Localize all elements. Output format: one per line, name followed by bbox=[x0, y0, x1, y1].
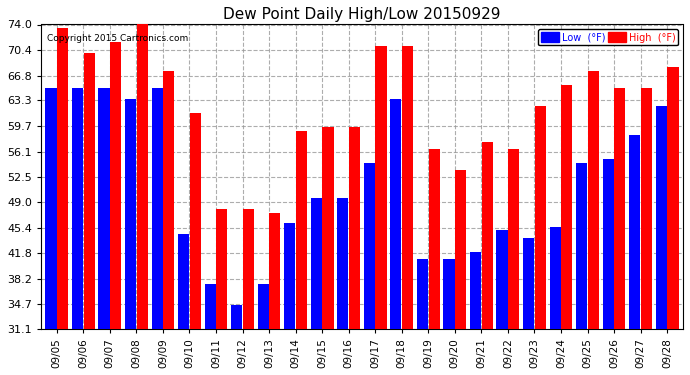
Bar bbox=[455, 170, 466, 329]
Bar bbox=[497, 231, 508, 329]
Bar bbox=[164, 70, 175, 329]
Bar bbox=[482, 142, 493, 329]
Legend: Low  (°F), High  (°F): Low (°F), High (°F) bbox=[538, 29, 678, 45]
Bar bbox=[99, 88, 110, 329]
Bar bbox=[561, 85, 573, 329]
Bar bbox=[470, 252, 481, 329]
Bar bbox=[614, 88, 625, 329]
Bar bbox=[204, 284, 216, 329]
Bar bbox=[576, 163, 587, 329]
Bar bbox=[602, 159, 614, 329]
Bar bbox=[72, 88, 83, 329]
Bar bbox=[269, 213, 280, 329]
Bar bbox=[178, 234, 189, 329]
Bar bbox=[310, 198, 322, 329]
Bar bbox=[125, 99, 136, 329]
Bar bbox=[641, 88, 652, 329]
Bar bbox=[231, 305, 242, 329]
Bar bbox=[549, 227, 561, 329]
Bar bbox=[428, 149, 440, 329]
Bar bbox=[375, 46, 386, 329]
Bar bbox=[508, 149, 520, 329]
Bar bbox=[402, 46, 413, 329]
Bar bbox=[337, 198, 348, 329]
Bar bbox=[243, 209, 254, 329]
Bar bbox=[190, 113, 201, 329]
Bar bbox=[523, 237, 534, 329]
Bar bbox=[364, 163, 375, 329]
Bar bbox=[257, 284, 269, 329]
Bar bbox=[110, 42, 121, 329]
Bar bbox=[57, 28, 68, 329]
Bar bbox=[588, 70, 599, 329]
Bar bbox=[46, 88, 57, 329]
Bar bbox=[296, 131, 307, 329]
Bar bbox=[535, 106, 546, 329]
Bar bbox=[83, 53, 95, 329]
Bar bbox=[284, 224, 295, 329]
Text: Copyright 2015 Cartronics.com: Copyright 2015 Cartronics.com bbox=[48, 34, 188, 43]
Bar bbox=[667, 67, 678, 329]
Bar bbox=[417, 259, 428, 329]
Bar bbox=[137, 21, 148, 329]
Bar bbox=[349, 128, 360, 329]
Title: Dew Point Daily High/Low 20150929: Dew Point Daily High/Low 20150929 bbox=[223, 7, 501, 22]
Bar bbox=[322, 128, 333, 329]
Bar bbox=[216, 209, 228, 329]
Bar bbox=[444, 259, 455, 329]
Bar bbox=[656, 106, 667, 329]
Bar bbox=[152, 88, 163, 329]
Bar bbox=[629, 135, 640, 329]
Bar bbox=[391, 99, 402, 329]
